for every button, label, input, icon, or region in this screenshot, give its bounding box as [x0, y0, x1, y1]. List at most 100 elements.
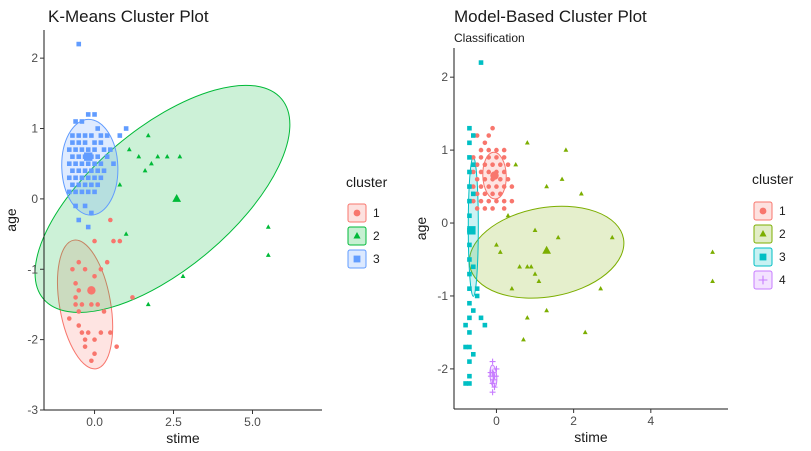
chart0-point-c2-6	[177, 153, 183, 159]
chart0-point-c3-17	[66, 147, 72, 152]
chart0-point-c2-3	[149, 160, 154, 166]
chart0-point-c3-51	[82, 182, 88, 188]
chart0-panel: K-Means Cluster Plot 0.0 2.5 5.0 -3 -2 -1 0 1 2 st…	[3, 7, 388, 446]
chart1-series-2	[494, 140, 715, 342]
chart1-y-tick-label-2: 0	[441, 216, 448, 230]
chart1-y-tick-label-3: 1	[441, 143, 448, 157]
chart1-point-c1-39	[478, 198, 484, 204]
chart1-point-c3-24	[470, 352, 476, 357]
chart1-point-c3-29	[463, 322, 468, 328]
chart1-subtitle: Classification	[454, 31, 525, 45]
chart1-point-c3-31	[467, 381, 472, 386]
chart1-y-tick-label-0: -2	[437, 362, 448, 376]
chart1-point-c3-15	[467, 330, 472, 335]
chart0-point-c1-5	[92, 238, 97, 244]
chart0-y-tick-label-3: 0	[31, 192, 38, 206]
chart0-point-c3-39	[82, 168, 88, 174]
chart0-point-c3-5	[95, 126, 101, 131]
chart1-point-c2-14	[509, 285, 515, 291]
chart0-point-c3-14	[82, 140, 88, 145]
chart0-point-c3-4	[92, 112, 97, 117]
chart1-point-c1-14	[482, 162, 488, 167]
chart1-point-c3-6	[467, 198, 472, 204]
chart0-point-c3-6	[70, 133, 75, 138]
chart1-point-c1-26	[498, 176, 503, 182]
chart0-title: K-Means Cluster Plot	[48, 7, 209, 26]
chart0-point-c3-37	[70, 168, 75, 174]
chart0-point-c2-11	[180, 273, 186, 278]
chart1-point-c1-18	[470, 169, 476, 175]
chart1-point-c2-0	[524, 140, 530, 145]
chart1-point-c2-20	[532, 227, 538, 232]
chart0-point-c3-9	[89, 133, 94, 138]
chart0-point-c2-0	[126, 146, 132, 152]
chart0-point-c1-11	[79, 302, 85, 307]
chart0-point-c1-17	[76, 323, 82, 328]
chart1-point-c3-7	[467, 213, 472, 219]
chart0-point-c3-15	[92, 140, 97, 145]
chart0-point-c2-7	[142, 168, 148, 173]
chart0-point-c3-2	[79, 119, 85, 124]
chart1-center-c4	[487, 370, 499, 382]
chart1-point-c1-20	[486, 169, 492, 175]
chart1-panel: Model-Based Cluster Plot Classification 0 2…	[413, 7, 794, 445]
chart0-legend-symbol-1	[353, 209, 361, 217]
chart1-legend-label-2: 2	[779, 227, 786, 241]
chart0-point-c1-4	[98, 266, 104, 272]
chart1-point-c1-40	[486, 198, 492, 204]
chart1-x-tick-label-2: 4	[647, 414, 654, 428]
chart0-point-c3-18	[73, 147, 78, 152]
chart0-point-c1-8	[104, 259, 110, 265]
chart0-point-c1-23	[108, 330, 113, 335]
chart1-point-c2-5	[544, 183, 550, 189]
chart0-point-c3-48	[98, 175, 104, 181]
chart1-point-c1-33	[509, 184, 515, 189]
chart0-point-c1-28	[130, 295, 135, 300]
chart1-point-c3-4	[467, 169, 472, 175]
chart1-point-c1-23	[474, 176, 480, 182]
chart1-legend-symbol-1	[759, 207, 767, 215]
chart0-point-c3-21	[92, 147, 97, 152]
chart0-series-2	[117, 132, 271, 307]
chart1-point-c3-18	[467, 373, 472, 379]
chart0-point-c3-64	[117, 133, 123, 138]
chart1-legend-label-3: 3	[779, 250, 786, 264]
chart0-point-c1-6	[111, 238, 116, 244]
chart0-point-c3-35	[98, 161, 104, 167]
chart1-legend-symbol-4	[758, 275, 768, 285]
chart0-point-c3-58	[92, 189, 97, 195]
chart1-point-c3-3	[467, 155, 472, 160]
chart0-point-c3-46	[85, 175, 91, 181]
chart1-point-c3-27	[478, 315, 484, 321]
chart1-point-c1-34	[474, 191, 480, 197]
chart0-point-c3-20	[85, 147, 91, 152]
chart0-legend-label-3: 3	[373, 252, 380, 266]
chart0-point-c3-55	[73, 189, 78, 195]
chart0-series-3	[66, 41, 129, 230]
chart1-point-c2-3	[559, 176, 565, 181]
chart0-point-c3-47	[92, 175, 97, 181]
chart0-point-c3-50	[76, 182, 82, 188]
chart1-point-c3-22	[470, 264, 476, 270]
chart1-series-1	[470, 125, 515, 211]
chart0-point-c3-60	[82, 203, 88, 209]
chart1-point-c2-13	[536, 278, 542, 284]
chart1-x-tick-label-1: 2	[570, 414, 577, 428]
chart1-point-c3-2	[467, 140, 472, 146]
chart1-point-c3-30	[463, 344, 468, 350]
chart0-series-1	[66, 217, 135, 364]
chart1-point-c2-18	[582, 329, 588, 335]
chart0-point-c3-13	[76, 140, 82, 145]
chart0-point-c1-2	[82, 266, 88, 272]
chart1-point-c3-23	[470, 308, 476, 313]
chart0-point-c2-2	[136, 153, 142, 159]
chart0-point-c3-29	[104, 154, 110, 159]
chart1-point-c1-41	[494, 198, 499, 204]
chart0-point-c1-30	[108, 217, 113, 223]
chart1-point-c3-20	[470, 162, 476, 167]
chart0-point-c1-21	[92, 337, 97, 342]
chart0-point-c3-43	[66, 175, 72, 181]
chart0-point-c1-20	[82, 337, 88, 342]
chart0-point-c3-38	[76, 168, 82, 174]
chart1-y-tick-label-1: -1	[437, 289, 448, 303]
